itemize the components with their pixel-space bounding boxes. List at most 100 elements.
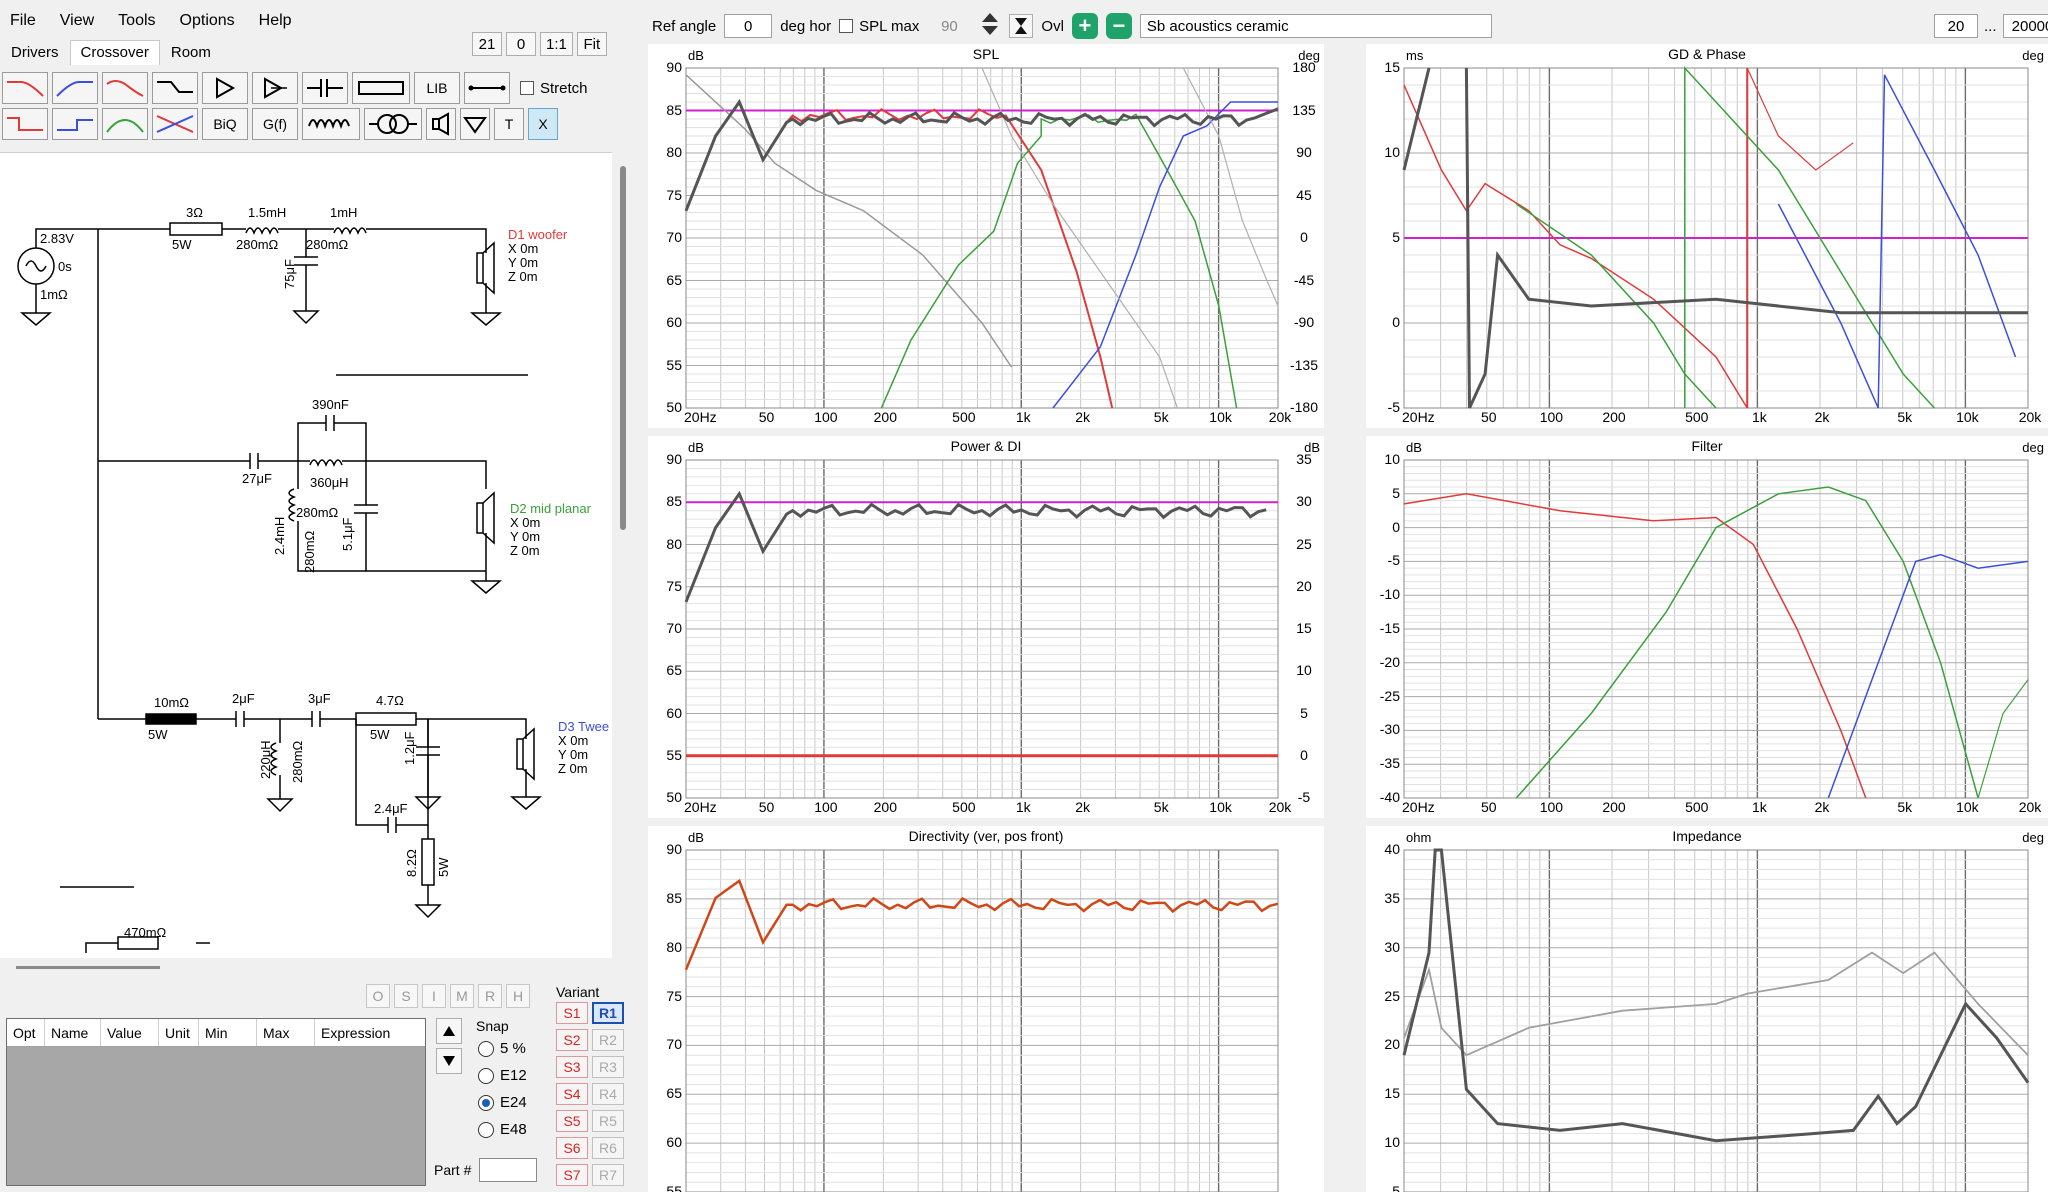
add-overlay-icon[interactable]: + — [1071, 13, 1098, 39]
opt-i-button[interactable]: I — [422, 984, 446, 1008]
range-max-input[interactable]: 20000 — [2002, 14, 2048, 38]
menu-help[interactable]: Help — [258, 12, 292, 29]
move-down-button[interactable] — [436, 1048, 462, 1074]
opt-o-button[interactable]: O — [366, 984, 390, 1008]
zoom-1to1-button[interactable]: 1:1 — [540, 32, 573, 56]
range-min-input[interactable]: 20 — [1934, 14, 1978, 38]
part-input[interactable] — [479, 1158, 538, 1182]
delete-tool-button[interactable]: X — [528, 108, 558, 140]
stretch-box[interactable] — [520, 81, 534, 95]
zoom-offset-button[interactable]: 0 — [506, 32, 536, 56]
snap-5pct-circle[interactable] — [478, 1040, 494, 1057]
highpass-step-button[interactable] — [52, 108, 98, 140]
text-tool-button[interactable]: T — [494, 108, 524, 140]
gd-plot-area[interactable] — [1366, 44, 2048, 428]
variant-r2-button[interactable]: R2 — [592, 1029, 624, 1051]
variant-s4-button[interactable]: S4 — [556, 1083, 588, 1105]
transformer-icon[interactable] — [364, 108, 422, 140]
schematic-vscroll[interactable] — [620, 166, 626, 530]
spl-max-value[interactable]: 90 — [941, 17, 958, 35]
wire-icon[interactable] — [464, 72, 510, 104]
variant-r6-button[interactable]: R6 — [592, 1137, 624, 1159]
menu-view[interactable]: View — [59, 12, 95, 29]
snap-e24-radio[interactable]: E24 — [478, 1094, 527, 1111]
variant-s6-button[interactable]: S6 — [556, 1137, 588, 1159]
opt-h-button[interactable]: H — [506, 984, 530, 1008]
col-opt[interactable]: Opt — [7, 1019, 45, 1046]
spl-max-checkbox[interactable]: SPL max — [839, 18, 919, 35]
zoom-value-button[interactable]: 21 — [472, 32, 502, 56]
variant-r7-button[interactable]: R7 — [592, 1164, 624, 1186]
hourglass-icon[interactable] — [1009, 14, 1034, 38]
col-max[interactable]: Max — [257, 1019, 315, 1046]
remove-overlay-icon[interactable]: − — [1105, 13, 1132, 39]
snap-e12-radio[interactable]: E12 — [478, 1067, 527, 1084]
schematic-hscroll[interactable] — [16, 966, 160, 969]
snap-e24-circle[interactable] — [478, 1094, 494, 1111]
spl-plot-area[interactable] — [648, 44, 1324, 428]
variant-s3-button[interactable]: S3 — [556, 1056, 588, 1078]
power-plot[interactable]: Power & DI dB dB 90 85 80 75 70 65 60 55 50 35 30 25 20… — [648, 436, 1324, 818]
move-up-button[interactable] — [436, 1018, 462, 1044]
spl-plot[interactable]: SPL dB deg 90 85 80 75 70 65 60 55 50 180 135 90 45 0 -45… — [648, 44, 1324, 428]
dir-plot[interactable]: Directivity (ver, pos front) dB 90 85 80 75 70… — [648, 826, 1324, 1192]
snap-e48-circle[interactable] — [478, 1121, 494, 1138]
variant-s2-button[interactable]: S2 — [556, 1029, 588, 1051]
snap-5pct-radio[interactable]: 5 % — [478, 1040, 527, 1057]
variant-r1-button[interactable]: R1 — [592, 1002, 624, 1024]
variant-s7-button[interactable]: S7 — [556, 1164, 588, 1186]
col-expression[interactable]: Expression — [321, 1025, 391, 1041]
col-value[interactable]: Value — [101, 1019, 159, 1046]
menu-file[interactable]: File — [10, 12, 36, 29]
variant-s1-button[interactable]: S1 — [556, 1002, 588, 1024]
power-plot-area[interactable] — [648, 436, 1324, 818]
dir-plot-area[interactable] — [648, 826, 1324, 1192]
lowpass-red-button[interactable] — [2, 72, 48, 104]
spin-updown-icon[interactable] — [979, 11, 1001, 41]
variant-s5-button[interactable]: S5 — [556, 1110, 588, 1132]
ground-icon[interactable] — [460, 108, 490, 140]
buffer-amp-icon[interactable] — [252, 72, 298, 104]
spl-max-box[interactable] — [839, 19, 854, 33]
highpass-blue-button[interactable] — [52, 72, 98, 104]
amplifier-icon[interactable] — [202, 72, 248, 104]
optimizer-table[interactable]: Opt Name Value Unit Min Max Expression — [6, 1018, 426, 1186]
imp-plot-area[interactable] — [1366, 826, 2048, 1192]
menu-options[interactable]: Options — [179, 12, 235, 29]
col-name[interactable]: Name — [45, 1019, 101, 1046]
crossover-cross-button[interactable] — [152, 108, 198, 140]
menu-tools[interactable]: Tools — [118, 12, 156, 29]
opt-m-button[interactable]: M — [450, 984, 474, 1008]
resistor-icon[interactable] — [352, 72, 410, 104]
opt-r-button[interactable]: R — [478, 984, 502, 1008]
snap-e12-circle[interactable] — [478, 1067, 494, 1084]
zoom-fit-button[interactable]: Fit — [576, 32, 607, 56]
inductor-icon[interactable] — [302, 108, 360, 140]
col-min[interactable]: Min — [199, 1019, 257, 1046]
stretch-checkbox[interactable]: Stretch — [520, 80, 588, 97]
speaker-icon[interactable] — [426, 108, 456, 140]
shelf-button[interactable] — [152, 72, 198, 104]
imp-plot[interactable]: Impedance ohm deg 40 35 30 25 20 15 10 5 — [1366, 826, 2048, 1192]
lowpass-step-button[interactable] — [2, 108, 48, 140]
tab-crossover[interactable]: Crossover — [69, 40, 160, 65]
capacitor-icon[interactable] — [302, 72, 348, 104]
opt-s-button[interactable]: S — [394, 984, 418, 1008]
biquad-button[interactable]: BiQ — [202, 108, 248, 140]
lowpass-red-2-button[interactable] — [102, 72, 148, 104]
bandpass-green-button[interactable] — [102, 108, 148, 140]
gf-button[interactable]: G(f) — [252, 108, 298, 140]
tab-room[interactable]: Room — [170, 44, 211, 61]
variant-r3-button[interactable]: R3 — [592, 1056, 624, 1078]
snap-e48-radio[interactable]: E48 — [478, 1121, 527, 1138]
library-button[interactable]: LIB — [414, 72, 460, 104]
gd-plot[interactable]: GD & Phase ms deg 15 10 5 0 -5 20Hz 50 100 200 500 1k… — [1366, 44, 2048, 428]
tab-drivers[interactable]: Drivers — [11, 44, 59, 61]
ref-angle-input[interactable]: 0 — [724, 14, 773, 38]
variant-r4-button[interactable]: R4 — [592, 1083, 624, 1105]
filter-plot[interactable]: Filter dB deg 10 5 0 -5 -10 -15 -20 -25 -30 -35 -40 20… — [1366, 436, 2048, 818]
filter-plot-area[interactable] — [1366, 436, 2048, 818]
schematic-canvas[interactable]: 2.83V 0s 1mΩ 3Ω 5W 1.5mH 280mΩ 75μF 1mH … — [0, 152, 612, 958]
col-unit[interactable]: Unit — [159, 1019, 199, 1046]
variant-r5-button[interactable]: R5 — [592, 1110, 624, 1132]
